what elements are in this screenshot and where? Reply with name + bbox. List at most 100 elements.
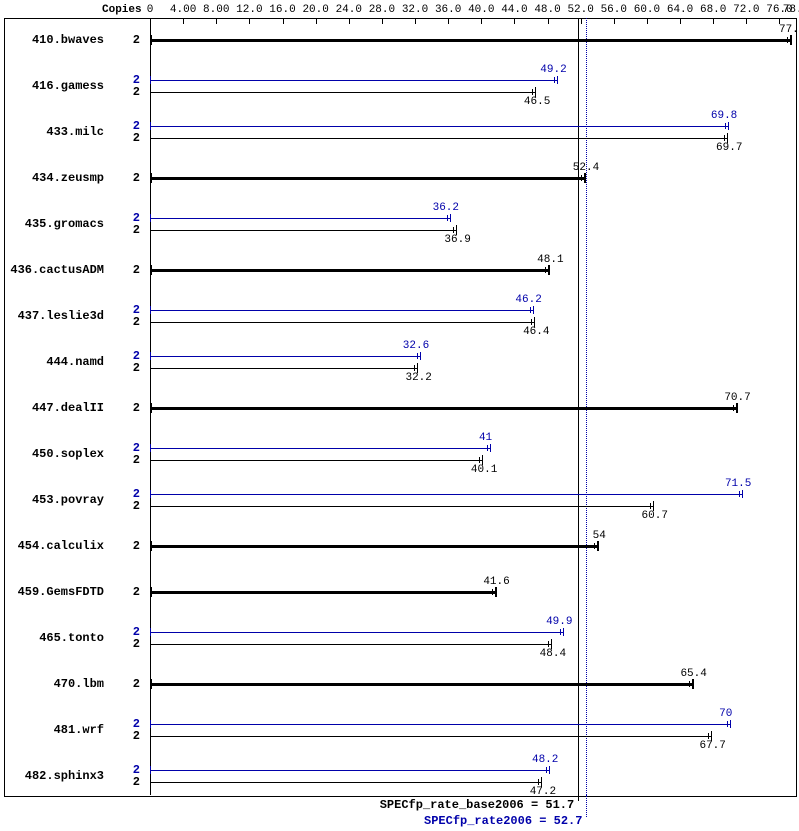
axis-tick-label: 60.0 bbox=[634, 4, 660, 16]
axis-tick-label: 28.0 bbox=[369, 4, 395, 16]
base-bar-marker bbox=[724, 135, 725, 141]
base-bar-cap-left bbox=[150, 35, 152, 45]
axis-tick-label: 20.0 bbox=[302, 4, 328, 16]
axis-tick bbox=[614, 18, 615, 24]
base-bar-cap-left bbox=[150, 403, 152, 413]
benchmark-label: 454.calculix bbox=[6, 539, 104, 553]
base-bar-cap-left bbox=[150, 363, 151, 373]
base-bar-marker bbox=[594, 543, 595, 549]
axis-tick-label: 0 bbox=[147, 4, 154, 16]
peak-bar bbox=[150, 448, 490, 449]
base-bar bbox=[150, 322, 534, 323]
copies-base: 2 bbox=[128, 171, 140, 185]
peak-bar bbox=[150, 494, 742, 495]
benchmark-label: 436.cactusADM bbox=[6, 263, 104, 277]
peak-bar-cap-right bbox=[742, 490, 743, 498]
base-value: 54 bbox=[593, 530, 606, 542]
base-bar bbox=[150, 506, 653, 507]
base-bar-marker bbox=[708, 733, 709, 739]
base-bar bbox=[150, 782, 541, 783]
base-bar bbox=[150, 92, 535, 93]
reference-line-ext bbox=[586, 795, 587, 817]
base-value: 32.2 bbox=[405, 372, 431, 384]
axis-tick bbox=[448, 18, 449, 24]
base-value: 48.4 bbox=[540, 648, 566, 660]
base-bar-cap-left bbox=[150, 731, 151, 741]
axis-tick bbox=[183, 18, 184, 24]
reference-line-ext bbox=[578, 795, 579, 801]
base-bar bbox=[150, 545, 597, 548]
base-bar bbox=[150, 407, 736, 410]
benchmark-label: 410.bwaves bbox=[6, 33, 104, 47]
base-bar-cap-left bbox=[150, 317, 151, 327]
peak-bar bbox=[150, 724, 730, 725]
benchmark-label: 437.leslie3d bbox=[6, 309, 104, 323]
axis-tick bbox=[316, 18, 317, 24]
axis-tick-label: 68.0 bbox=[700, 4, 726, 16]
axis-tick bbox=[150, 18, 151, 24]
base-bar-marker bbox=[548, 641, 549, 647]
copies-base: 2 bbox=[128, 729, 140, 743]
base-bar-marker bbox=[532, 89, 533, 95]
peak-value: 49.2 bbox=[540, 64, 566, 76]
base-bar-cap-left bbox=[150, 87, 151, 97]
benchmark-label: 470.lbm bbox=[6, 677, 104, 691]
copies-base: 2 bbox=[128, 223, 140, 237]
base-bar-marker bbox=[787, 37, 788, 43]
peak-bar-cap-left bbox=[150, 444, 151, 452]
copies-base: 2 bbox=[128, 453, 140, 467]
benchmark-label: 459.GemsFDTD bbox=[6, 585, 104, 599]
axis-tick bbox=[481, 18, 482, 24]
base-value: 65.4 bbox=[680, 668, 706, 680]
base-bar-cap-left bbox=[150, 777, 151, 787]
base-bar-cap-left bbox=[150, 173, 152, 183]
benchmark-label: 435.gromacs bbox=[6, 217, 104, 231]
base-value: 70.7 bbox=[724, 392, 750, 404]
axis-tick-label: 44.0 bbox=[501, 4, 527, 16]
peak-bar-cap-left bbox=[150, 76, 151, 84]
peak-bar-marker bbox=[447, 215, 448, 221]
peak-bar-marker bbox=[530, 307, 531, 313]
base-bar-marker bbox=[581, 175, 582, 181]
peak-bar bbox=[150, 126, 728, 127]
peak-bar-marker bbox=[739, 491, 740, 497]
axis-tick bbox=[382, 18, 383, 24]
peak-bar-cap-right bbox=[490, 444, 491, 452]
peak-bar bbox=[150, 218, 450, 219]
base-bar-marker bbox=[453, 227, 454, 233]
base-bar-cap-left bbox=[150, 679, 152, 689]
base-value: 36.9 bbox=[444, 234, 470, 246]
peak-bar-marker bbox=[546, 767, 547, 773]
axis-tick-label: 12.0 bbox=[236, 4, 262, 16]
peak-bar-cap-right bbox=[450, 214, 451, 222]
axis-tick-label: 16.0 bbox=[269, 4, 295, 16]
base-bar bbox=[150, 368, 417, 369]
axis-tick bbox=[581, 18, 582, 24]
peak-value: 36.2 bbox=[433, 202, 459, 214]
peak-bar-marker bbox=[417, 353, 418, 359]
copies-base: 2 bbox=[128, 401, 140, 415]
axis-tick-label: 8.00 bbox=[203, 4, 229, 16]
peak-bar-cap-right bbox=[563, 628, 564, 636]
peak-bar-cap-right bbox=[549, 766, 550, 774]
base-bar bbox=[150, 269, 548, 272]
copies-base: 2 bbox=[128, 85, 140, 99]
copies-base: 2 bbox=[128, 539, 140, 553]
base-value: 40.1 bbox=[471, 464, 497, 476]
base-value: 47.2 bbox=[530, 786, 556, 798]
copies-base: 2 bbox=[128, 315, 140, 329]
base-value: 48.1 bbox=[537, 254, 563, 266]
peak-value: 41 bbox=[479, 432, 492, 444]
peak-bar-marker bbox=[487, 445, 488, 451]
base-value: 46.4 bbox=[523, 326, 549, 338]
axis-tick bbox=[415, 18, 416, 24]
axis-tick-label: 24.0 bbox=[336, 4, 362, 16]
base-bar-marker bbox=[733, 405, 734, 411]
base-bar-cap-right bbox=[790, 35, 792, 45]
axis-tick bbox=[548, 18, 549, 24]
base-bar-cap-right bbox=[597, 541, 599, 551]
base-bar-marker bbox=[650, 503, 651, 509]
axis-tick bbox=[680, 18, 681, 24]
base-bar bbox=[150, 736, 711, 737]
base-bar bbox=[150, 138, 727, 139]
